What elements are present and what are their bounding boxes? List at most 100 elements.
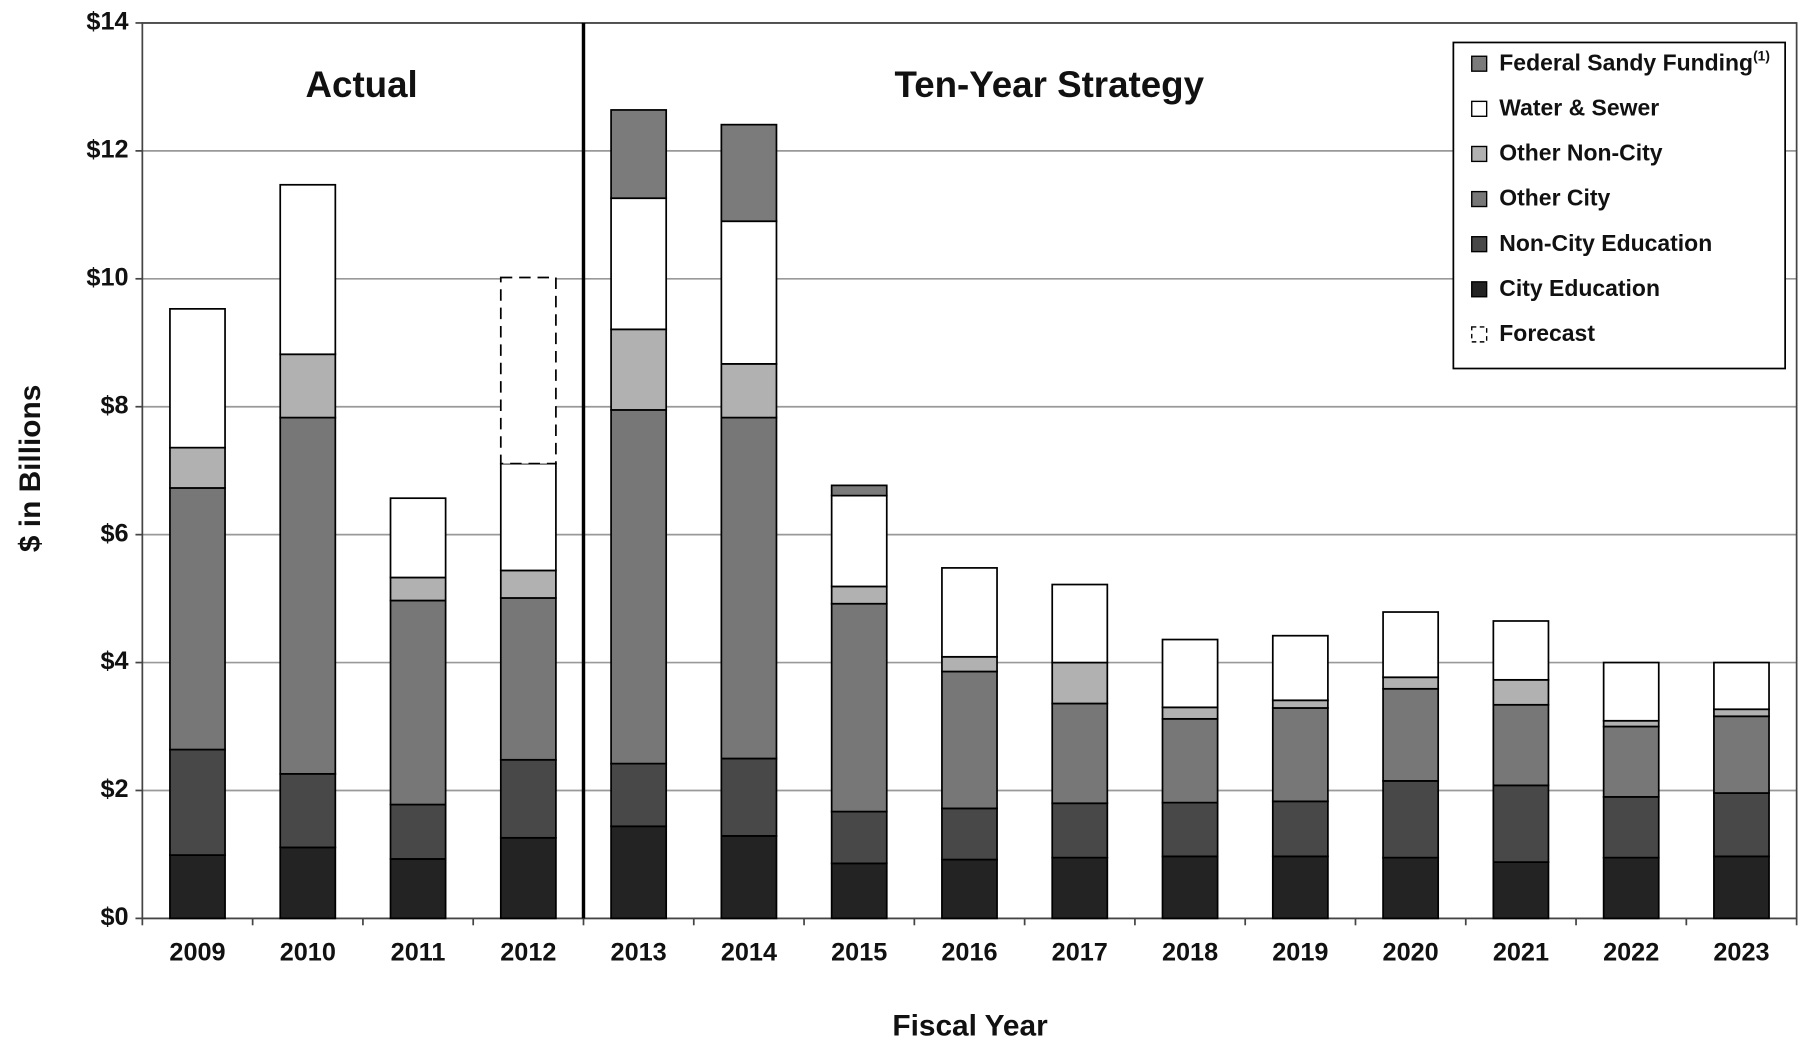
- bar-segment: [830, 585, 888, 605]
- x-tick-label: 2012: [500, 939, 556, 967]
- bar-segment: [169, 748, 226, 856]
- x-tick-label: 2009: [169, 939, 225, 967]
- y-tick-label: $14: [86, 8, 128, 36]
- bar-segment: [389, 803, 447, 860]
- bar-segment: [830, 602, 888, 813]
- bar-segment: [610, 109, 668, 200]
- bar-segment: [499, 276, 557, 465]
- legend-label: Federal Sandy Funding(1): [1499, 48, 1770, 75]
- bar-segment: [610, 197, 668, 331]
- legend-swatch: [1471, 145, 1488, 163]
- bar-segment: [1051, 856, 1109, 920]
- legend-swatch: [1471, 100, 1488, 117]
- bar-segment: [169, 308, 226, 449]
- x-tick-label: 2017: [1052, 939, 1108, 967]
- x-tick-label: 2016: [941, 939, 997, 967]
- bar-segment: [1713, 792, 1770, 858]
- bar-segment: [389, 858, 447, 920]
- bar-segment: [1382, 780, 1440, 859]
- bar-segment: [1051, 702, 1109, 805]
- bar-segment: [389, 497, 447, 579]
- x-tick-label: 2013: [611, 939, 667, 967]
- legend-label: Other City: [1499, 185, 1610, 211]
- legend-label: Forecast: [1499, 320, 1595, 346]
- bar-segment: [720, 416, 778, 760]
- bar-segment: [279, 353, 337, 419]
- bar-segment: [279, 772, 337, 849]
- bar-segment: [941, 670, 998, 810]
- legend-footnote: (1): [1753, 48, 1770, 63]
- bar-segment: [1271, 699, 1329, 709]
- legend-swatch: [1471, 236, 1488, 253]
- y-tick-label: $4: [100, 647, 128, 675]
- x-tick-label: 2018: [1162, 939, 1218, 967]
- annotation: Ten-Year Strategy: [895, 64, 1205, 105]
- bar-segment: [1492, 703, 1550, 787]
- x-tick-label: 2014: [721, 939, 777, 967]
- bar-segment: [1602, 719, 1660, 728]
- y-tick-label: $8: [100, 391, 128, 419]
- bar-segment: [1492, 861, 1550, 920]
- bar-segment: [1382, 856, 1440, 920]
- bar-segment: [1161, 638, 1219, 709]
- bar-segment: [1051, 583, 1109, 664]
- bar-segment: [169, 487, 226, 751]
- bar-segment: [1713, 708, 1770, 718]
- bar-segment: [1382, 687, 1440, 782]
- x-tick-label: 2015: [831, 939, 887, 967]
- legend: Federal Sandy Funding(1) Water & Sewer Oth…: [1452, 41, 1787, 370]
- bar-segment: [830, 484, 888, 497]
- bar-segment: [941, 655, 998, 673]
- bar-segment: [1382, 676, 1440, 690]
- bar-segment: [169, 854, 226, 920]
- bar-segment: [1271, 800, 1329, 858]
- bar-segment: [1271, 707, 1329, 803]
- bar-segment: [279, 183, 337, 356]
- bar-segment: [610, 328, 668, 411]
- bar-segment: [1492, 678, 1550, 706]
- bar-segment: [1602, 661, 1660, 722]
- bar-segment: [1161, 801, 1219, 858]
- bar-segment: [1271, 634, 1329, 702]
- bar-segment: [1713, 855, 1770, 920]
- bar-segment: [1051, 661, 1109, 705]
- legend-label: Non-City Education: [1499, 230, 1712, 256]
- y-tick-label: $10: [86, 263, 128, 291]
- bar-segment: [941, 807, 998, 861]
- bar-segment: [169, 446, 226, 489]
- x-tick-label: 2022: [1603, 939, 1659, 967]
- legend-swatch: [1471, 55, 1488, 72]
- bar-segment: [279, 416, 337, 775]
- y-axis-title: $ in Billions: [14, 385, 47, 552]
- bar-segment: [610, 409, 668, 765]
- annotation: Actual: [306, 64, 418, 105]
- y-tick-label: $6: [100, 519, 128, 547]
- bar-segment: [1161, 855, 1219, 920]
- bar-segment: [720, 835, 778, 920]
- bar-segment: [720, 123, 778, 223]
- bar-segment: [1602, 725, 1660, 798]
- legend-box: [1452, 41, 1787, 370]
- bar-segment: [1271, 855, 1329, 920]
- legend-label: Other Non-City: [1499, 140, 1662, 166]
- bar-segment: [279, 846, 337, 920]
- x-axis-title: Fiscal Year: [892, 1009, 1048, 1042]
- y-tick-label: $2: [100, 775, 128, 803]
- bar-segment: [610, 762, 668, 828]
- bar-segment: [389, 599, 447, 806]
- bar-segment: [720, 757, 778, 837]
- bar-segment: [389, 576, 447, 602]
- bar-segment: [720, 220, 778, 365]
- legend-swatch: [1471, 326, 1488, 343]
- y-tick-label: $12: [86, 136, 128, 164]
- bar-segment: [1713, 715, 1770, 794]
- bar-segment: [499, 836, 557, 920]
- legend-label: Water & Sewer: [1499, 94, 1659, 120]
- bar-segment: [830, 810, 888, 865]
- legend-swatch: [1471, 281, 1488, 298]
- legend-swatch: [1471, 190, 1488, 208]
- bar-segment: [830, 494, 888, 588]
- bar-segment: [1161, 706, 1219, 720]
